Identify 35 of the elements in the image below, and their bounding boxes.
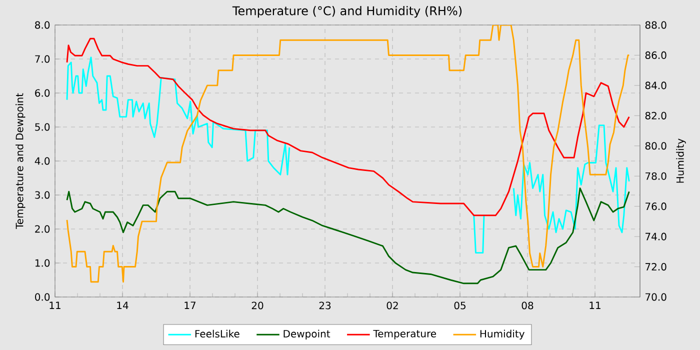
x-tick-label: 20	[252, 302, 264, 310]
y-tick-label: 3.0	[35, 191, 50, 199]
y-tick-label: 1.0	[35, 259, 50, 267]
y-tick-label: 0.0	[35, 293, 50, 301]
x-tick-label: 08	[522, 302, 534, 310]
y-tick-label: 2.0	[35, 225, 50, 233]
y2-tick-label: 84.0	[645, 82, 666, 90]
legend-label: FeelsLike	[195, 330, 240, 338]
y2-tick-label: 88.0	[645, 21, 666, 29]
legend-label: Humidity	[480, 330, 524, 340]
x-tick-label: 17	[184, 302, 196, 309]
y-tick-label: 7.0	[35, 55, 50, 63]
x-tick-label: 11	[590, 302, 600, 309]
x-tick-label: 05	[454, 302, 466, 310]
x-tick-label: 14	[117, 302, 128, 309]
y2-tick-label: 80.0	[645, 142, 666, 150]
x-tick-label: 23	[319, 302, 331, 310]
y2-axis-title: Humidity	[676, 138, 686, 183]
y-tick-label: 6.0	[35, 89, 50, 97]
legend-label: Dewpoint	[284, 330, 330, 340]
y-axis-title: Temperature and Dewpoint	[16, 93, 26, 230]
y2-tick-label: 78.0	[646, 172, 666, 180]
y-tick-label: 4.0	[34, 157, 50, 165]
y2-tick-label: 82.0	[645, 112, 666, 120]
chart-title: Temperature (°C) and Humidity (RH%)	[232, 6, 462, 18]
x-tick-label: 11	[50, 302, 60, 309]
y2-tick-label: 86.0	[645, 51, 666, 60]
legend-label: Temperature	[373, 330, 436, 340]
y2-tick-label: 70.0	[646, 293, 666, 301]
y2-tick-label: 74.0	[646, 232, 666, 240]
y-tick-label: 5.0	[35, 123, 50, 131]
y-tick-label: 8.0	[35, 21, 50, 29]
y2-tick-label: 72.0	[646, 262, 666, 271]
x-tick-label: 02	[386, 302, 398, 310]
y2-tick-label: 76.0	[646, 202, 666, 210]
